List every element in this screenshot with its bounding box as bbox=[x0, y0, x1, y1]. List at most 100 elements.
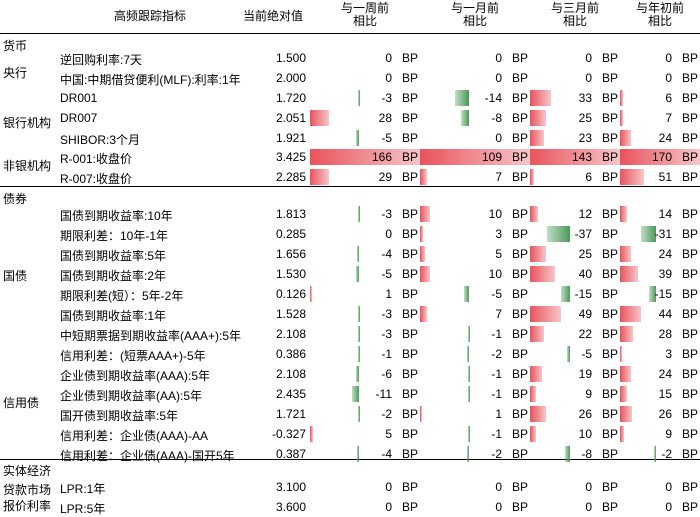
change-unit-ytd: BP bbox=[681, 427, 698, 441]
change-unit-m1: BP bbox=[511, 367, 528, 381]
table-row: 国债到期收益率:10年 1.813 -3 BP 10 BP 12 BP 14 BP bbox=[0, 204, 700, 224]
row-label: 逆回购利率:7天 bbox=[60, 53, 143, 67]
change-value-m3: -8 bbox=[581, 447, 592, 461]
row-current-value: 3.600 bbox=[275, 500, 306, 514]
table-row: 企业债到期收益率(AA):5年 2.435 -11 BP -1 BP 9 BP 15 BP bbox=[0, 384, 700, 404]
change-unit-m3: BP bbox=[601, 347, 618, 361]
change-bar-m1 bbox=[467, 446, 470, 462]
row-current-value: 0.126 bbox=[275, 287, 306, 301]
row-label: DR001 bbox=[60, 91, 98, 105]
header-ytd-line1: 与年初前 bbox=[635, 1, 684, 15]
change-unit-ytd: BP bbox=[681, 500, 698, 514]
change-cell-m3: 26 BP bbox=[530, 404, 620, 424]
change-cell-ytd: 6 BP bbox=[620, 88, 700, 108]
change-unit-m1: BP bbox=[511, 170, 528, 184]
section-bonds: 债券 bbox=[3, 192, 28, 206]
change-cell-m1: 0 BP bbox=[420, 128, 530, 148]
change-unit-w1: BP bbox=[401, 111, 418, 125]
change-cell-w1: -5 BP bbox=[310, 128, 420, 148]
row-current-value: 0.386 bbox=[275, 347, 306, 361]
change-value-m3: 0 bbox=[585, 500, 592, 514]
change-cell-m1: -5 BP bbox=[420, 284, 530, 304]
change-cell-m1: -1 BP bbox=[420, 324, 530, 344]
change-value-m1: 109 bbox=[481, 150, 502, 164]
header-indicator: 高频跟踪指标 bbox=[113, 9, 186, 23]
change-cell-ytd: 0 BP bbox=[620, 48, 700, 68]
change-unit-m1: BP bbox=[511, 131, 528, 145]
change-cell-m3: -8 BP bbox=[530, 444, 620, 464]
change-value-m3: 6 bbox=[585, 170, 592, 184]
change-value-w1: 0 bbox=[385, 227, 392, 241]
change-unit-ytd: BP bbox=[681, 150, 698, 164]
change-unit-w1: BP bbox=[401, 207, 418, 221]
change-unit-m3: BP bbox=[601, 247, 618, 261]
change-unit-m1: BP bbox=[511, 387, 528, 401]
change-value-m1: 0 bbox=[495, 51, 502, 65]
change-value-w1: 166 bbox=[371, 150, 392, 164]
change-bar-m3 bbox=[530, 386, 536, 402]
change-bar-w1 bbox=[357, 306, 360, 322]
change-cell-w1: -3 BP bbox=[310, 304, 420, 324]
change-value-m1: -8 bbox=[491, 111, 502, 125]
change-cell-w1: -3 BP bbox=[310, 324, 420, 344]
change-value-m1: -2 bbox=[491, 347, 502, 361]
change-value-m1: -1 bbox=[491, 327, 502, 341]
change-value-ytd: 7 bbox=[665, 111, 672, 125]
change-unit-ytd: BP bbox=[681, 131, 698, 145]
change-unit-m1: BP bbox=[511, 267, 528, 281]
change-unit-m1: BP bbox=[511, 347, 528, 361]
change-cell-w1: -3 BP bbox=[310, 204, 420, 224]
table-row: LPR:1年 3.100 0 BP 0 BP 0 BP 0 BP bbox=[0, 477, 700, 497]
change-cell-m1: 0 BP bbox=[420, 497, 530, 517]
change-cell-m1: 0 BP bbox=[420, 48, 530, 68]
row-current-value: 0.387 bbox=[275, 447, 306, 461]
change-unit-m3: BP bbox=[601, 367, 618, 381]
change-bar-w1 bbox=[356, 266, 360, 282]
row-current-value: 2.108 bbox=[275, 327, 306, 341]
row-label: 国债到期收益率:1年 bbox=[60, 309, 167, 323]
change-unit-w1: BP bbox=[401, 267, 418, 281]
change-bar-w1 bbox=[357, 206, 360, 222]
row-label: 国债到期收益率:5年 bbox=[60, 249, 167, 263]
row-current-value: 1.720 bbox=[275, 91, 306, 105]
change-bar-m3 bbox=[530, 426, 537, 442]
change-unit-m1: BP bbox=[511, 247, 528, 261]
category-banks: 银行机构 bbox=[3, 116, 52, 130]
header-ytd-line2: 相比 bbox=[647, 14, 672, 28]
change-unit-m3: BP bbox=[601, 407, 618, 421]
change-value-m1: -1 bbox=[491, 367, 502, 381]
change-cell-ytd: 3 BP bbox=[620, 344, 700, 364]
row-label: 中短期票据到期收益率(AAA+):5年 bbox=[60, 329, 242, 343]
change-value-m1: -1 bbox=[491, 427, 502, 441]
change-cell-m3: 9 BP bbox=[530, 384, 620, 404]
change-cell-ytd: 9 BP bbox=[620, 424, 700, 444]
change-bar-m1 bbox=[420, 246, 426, 262]
change-bar-m1 bbox=[420, 406, 422, 422]
change-cell-m1: 0 BP bbox=[420, 477, 530, 497]
row-label: 期限利差：10年-1年 bbox=[60, 229, 169, 243]
change-unit-m3: BP bbox=[601, 51, 618, 65]
change-cell-m1: -2 BP bbox=[420, 444, 530, 464]
change-bar-w1 bbox=[357, 406, 360, 422]
change-value-ytd: 6 bbox=[665, 91, 672, 105]
row-label: 企业债到期收益率(AA):5年 bbox=[60, 389, 203, 403]
table-row: 信用利差：企业债(AAA)-AA -0.327 5 BP -1 BP 10 BP 9 BP bbox=[0, 424, 700, 444]
change-cell-ytd: 0 BP bbox=[620, 497, 700, 517]
change-unit-w1: BP bbox=[401, 387, 418, 401]
row-current-value: -0.327 bbox=[271, 427, 306, 441]
change-unit-m1: BP bbox=[511, 71, 528, 85]
change-cell-w1: 5 BP bbox=[310, 424, 420, 444]
change-bar-m3 bbox=[530, 306, 561, 322]
change-unit-ytd: BP bbox=[681, 480, 698, 494]
change-bar-m3 bbox=[530, 90, 551, 106]
change-cell-m3: 10 BP bbox=[530, 424, 620, 444]
category-nonbanks: 非银机构 bbox=[3, 159, 52, 173]
change-value-m3: 12 bbox=[578, 207, 592, 221]
change-value-ytd: 24 bbox=[658, 367, 672, 381]
change-bar-m1 bbox=[467, 426, 470, 442]
change-value-ytd: 24 bbox=[658, 247, 672, 261]
row-current-value: 1.921 bbox=[275, 131, 306, 145]
change-bar-m1 bbox=[420, 306, 428, 322]
category-credit: 信用债 bbox=[3, 396, 40, 410]
header-week: 与一周前 相比 bbox=[310, 2, 420, 32]
